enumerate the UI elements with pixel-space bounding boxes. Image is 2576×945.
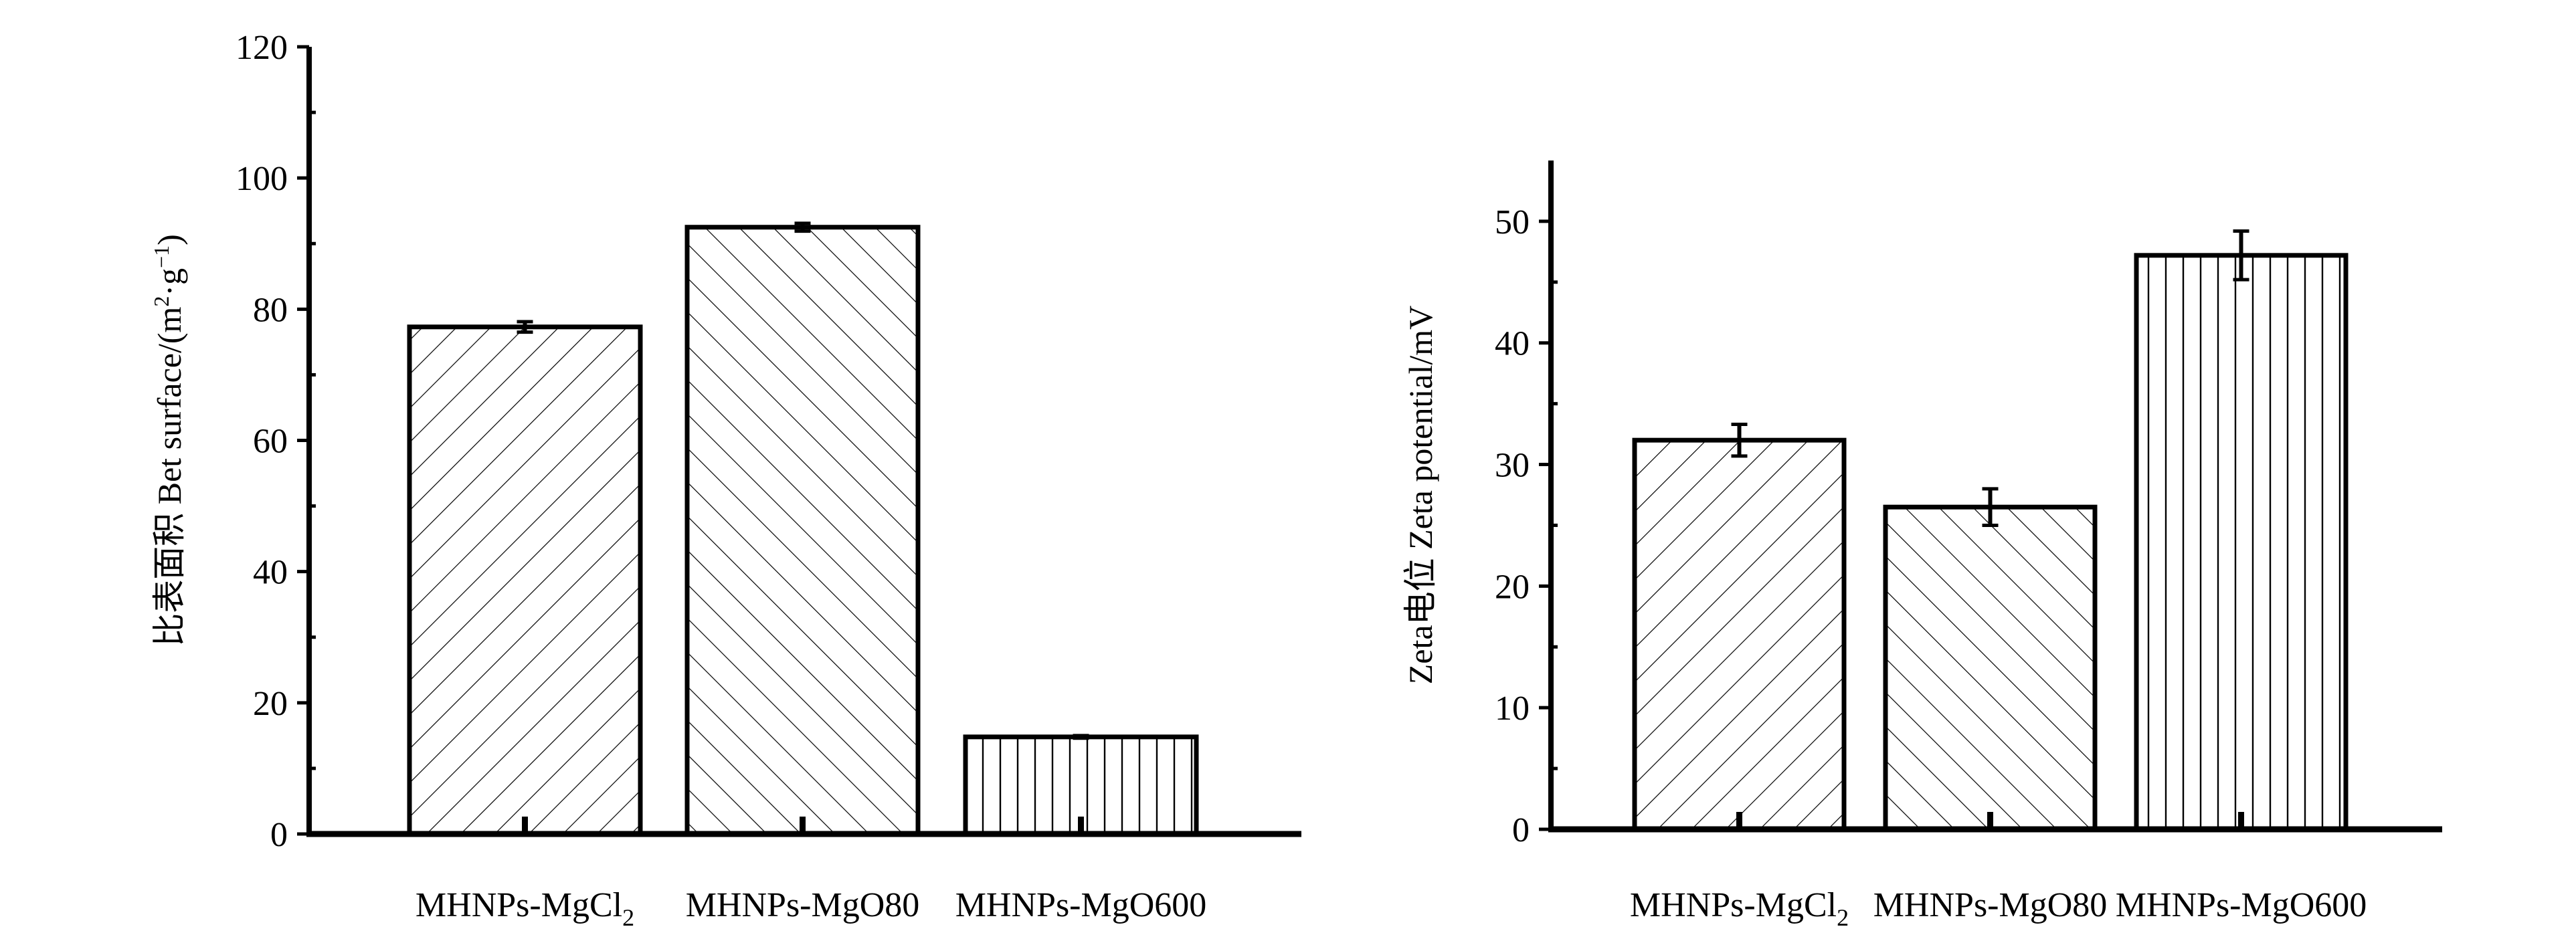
x-category-label: MHNPs-MgO80 [686,886,920,924]
y-tick-label: 10 [1495,690,1530,728]
y-tick-label: 0 [1512,811,1530,849]
bar-mhnps-mgcl2 [1632,437,1847,832]
bet-surface-chart: 0 20 40 60 80 100 120 比表面积 Bet surface/(m2·g−1)… [149,29,1301,931]
x-category-label: MHNPs-MgO600 [2116,886,2367,924]
y-tick-label: 80 [253,291,288,329]
y-tick-label: 120 [236,29,288,67]
x-category-label: MHNPs-MgCl2 [1630,886,1849,931]
bar-mhnps-mgo80 [1883,504,2098,832]
zeta-potential-chart: 0 10 20 30 40 50 Zeta电位 Zeta potential/mV MHNPs… [1402,161,2442,931]
y-tick-label: 20 [253,685,288,723]
y-tick-label: 50 [1495,203,1530,241]
y-tick-label: 20 [1495,568,1530,606]
bar-mhnps-mgo600 [2134,253,2349,832]
x-category-label: MHNPs-MgO600 [955,886,1207,924]
y-tick-label: 40 [1495,325,1530,363]
y-tick-label: 30 [1495,447,1530,485]
bar-mhnps-mgo80 [684,225,921,837]
y-tick-label: 0 [270,816,288,854]
y-tick-label: 60 [253,423,288,461]
y-tick-label: 100 [236,160,288,198]
x-category-label: MHNPs-MgO80 [1873,886,2108,924]
y-axis-title: 比表面积 Bet surface/(m2·g−1) [149,234,188,647]
y-tick-label: 40 [253,554,288,592]
x-category-label: MHNPs-MgCl2 [416,886,634,931]
bar-mhnps-mgcl2 [407,324,643,837]
y-axis-title: Zeta电位 Zeta potential/mV [1402,306,1439,684]
